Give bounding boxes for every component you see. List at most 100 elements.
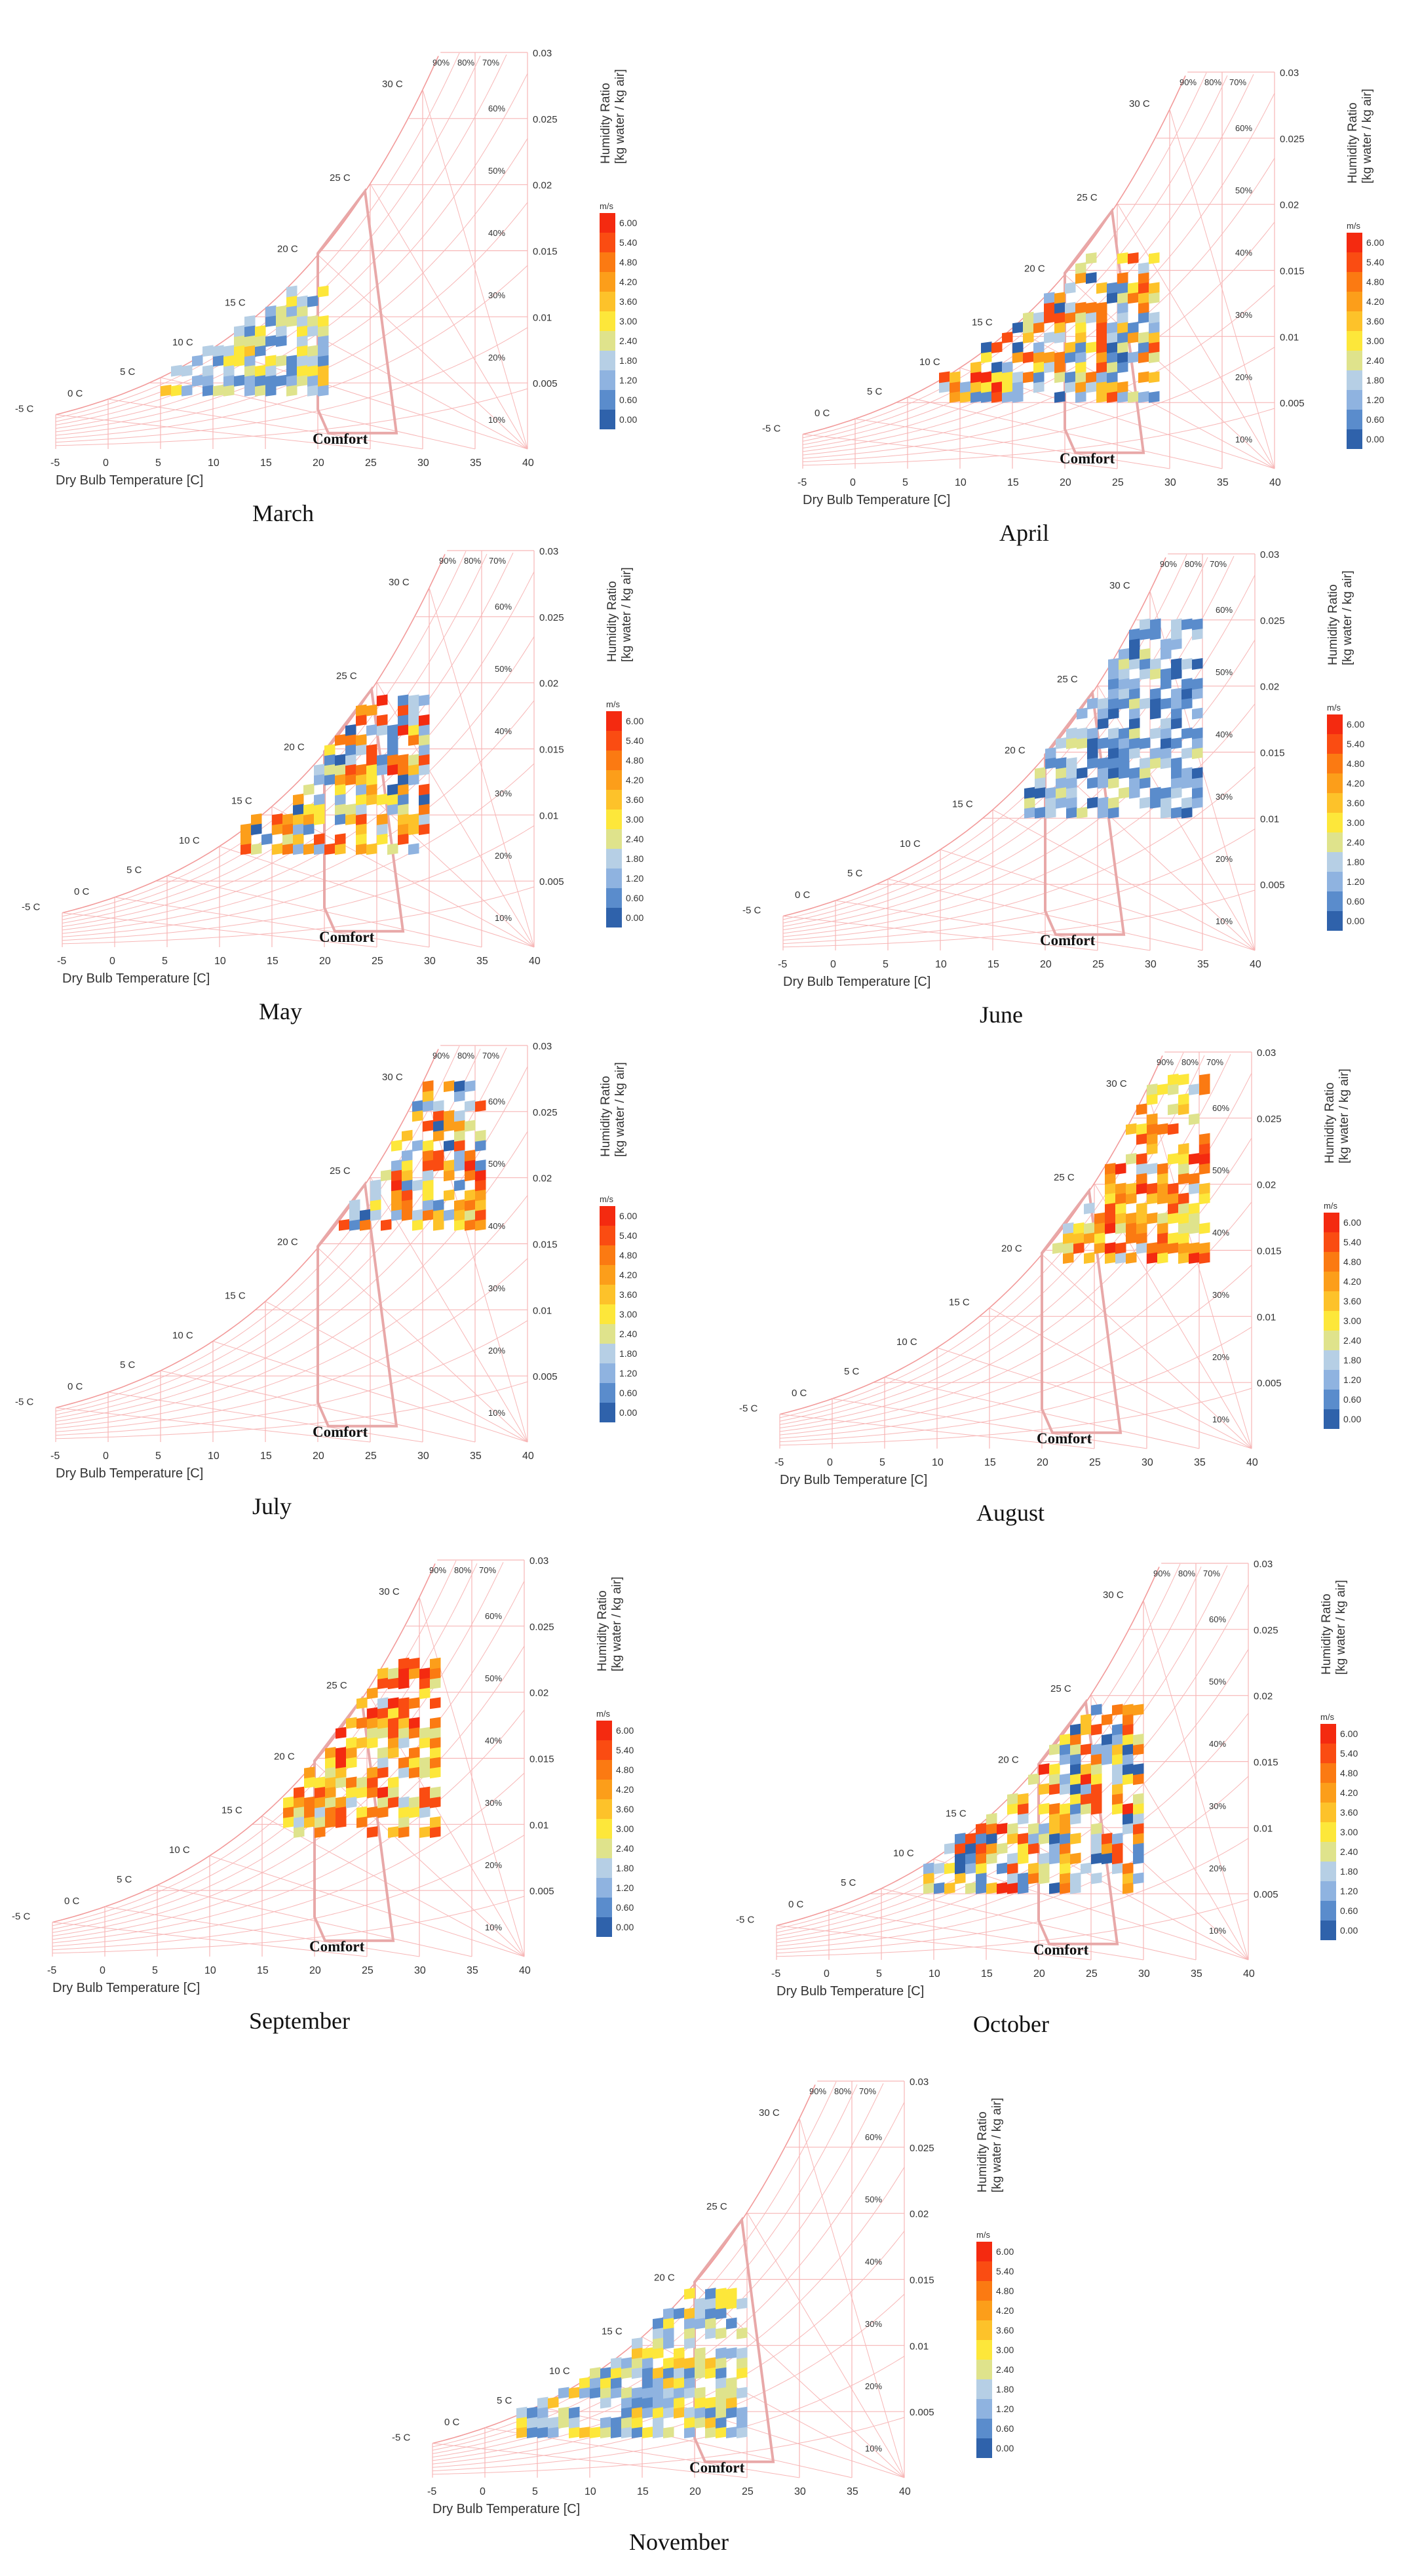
legend-swatch	[596, 1760, 612, 1780]
legend-swatch	[1347, 390, 1362, 410]
wind-speed-cell	[366, 704, 377, 716]
wind-speed-cell	[265, 384, 277, 397]
wind-speed-cell	[388, 1717, 399, 1729]
wind-speed-cell	[1070, 1723, 1081, 1736]
wind-speed-cell	[408, 724, 419, 736]
rh-label: 30%	[1209, 1801, 1226, 1811]
rh-label: 70%	[479, 1565, 496, 1575]
wind-speed-cell	[213, 355, 224, 367]
legend-value: 0.00	[619, 1407, 637, 1418]
wind-speed-cell	[600, 2416, 611, 2429]
chart-panel-october: -5 C0 C5 C10 C15 C20 C25 C30 C90% 80% 70%6…	[736, 1559, 1358, 2037]
wind-speed-cell	[1096, 361, 1107, 374]
wind-speed-cell	[1199, 1133, 1210, 1145]
wet-bulb-label: 20 C	[1005, 745, 1026, 756]
wind-speed-cell	[1150, 707, 1161, 720]
wind-speed-cell	[1133, 1843, 1144, 1855]
wind-speed-cell	[388, 1826, 399, 1838]
wind-speed-cell	[695, 2297, 706, 2310]
wind-speed-cell	[1136, 1103, 1147, 1116]
wind-speed-cell	[1075, 371, 1086, 383]
wind-speed-cell	[465, 1149, 476, 1161]
wind-speed-cell	[1119, 688, 1130, 700]
wind-speed-cell	[402, 1149, 413, 1161]
wind-speed-cell	[356, 773, 367, 786]
wind-speed-cell	[1033, 371, 1045, 383]
wet-bulb-line	[419, 1597, 525, 1957]
wind-speed-legend: m/s6.005.404.804.203.603.002.401.801.200…	[1324, 1201, 1361, 1429]
wind-speed-cell	[1189, 1182, 1200, 1195]
wind-speed-cell	[1081, 1723, 1092, 1736]
wind-speed-cell	[244, 315, 256, 327]
y-axis-label-line1: Humidity Ratio	[605, 581, 619, 662]
wind-speed-cell	[1023, 371, 1034, 383]
wind-speed-cell	[325, 1786, 336, 1799]
y-axis-label-line1: Humidity Ratio	[1320, 1593, 1334, 1675]
legend-value: 5.40	[1366, 257, 1384, 267]
wind-speed-cell	[1081, 1862, 1092, 1875]
wind-speed-cell	[423, 1090, 434, 1103]
rh-label: 30%	[495, 789, 512, 798]
x-tick-label: 40	[1243, 1968, 1255, 1980]
wind-speed-cell	[1147, 1212, 1158, 1224]
wind-speed-cell	[1123, 1753, 1134, 1765]
wind-speed-legend: m/s6.005.404.804.203.603.002.401.801.200…	[1347, 221, 1384, 449]
x-tick-label: 20	[1040, 959, 1052, 970]
wind-speed-cell	[475, 1209, 486, 1221]
wet-bulb-line	[422, 89, 528, 450]
wind-speed-cell	[1112, 1803, 1123, 1815]
wind-speed-cell	[1181, 796, 1193, 809]
legend-swatch	[1324, 1350, 1339, 1370]
wind-speed-cell	[1108, 688, 1119, 700]
wind-speed-cell	[569, 2416, 580, 2429]
wind-speed-cell	[454, 1110, 465, 1122]
wind-speed-cell	[1117, 361, 1128, 374]
legend-swatch	[1324, 1331, 1339, 1350]
wet-bulb-label: 10 C	[172, 1330, 193, 1341]
wind-speed-cell	[454, 1080, 465, 1093]
wind-speed-cell	[430, 1796, 441, 1808]
legend-swatch	[1347, 410, 1362, 429]
wind-speed-cell	[1136, 1182, 1147, 1195]
wet-bulb-label: 15 C	[231, 795, 252, 806]
wind-speed-cell	[423, 1139, 434, 1152]
wind-speed-cell	[398, 823, 409, 836]
y-axis-label-line1: Humidity Ratio	[599, 1076, 613, 1157]
wet-bulb-line	[209, 1855, 525, 1957]
wind-speed-cell	[349, 1219, 360, 1231]
y-axis-label: Humidity Ratio[kg water / kg air]	[1346, 88, 1374, 184]
legend-value: 0.00	[1347, 916, 1364, 926]
month-title: October	[973, 2011, 1049, 2037]
x-tick-label: 35	[847, 2486, 858, 2497]
wind-speed-cell	[1115, 1242, 1126, 1254]
wind-speed-cell	[1060, 1743, 1071, 1755]
y-tick-label: 0.025	[529, 1622, 554, 1633]
wind-speed-cell	[1024, 787, 1035, 799]
rh-label: 90%	[809, 2086, 826, 2096]
wind-speed-cell	[335, 754, 346, 766]
wind-speed-cell	[1161, 697, 1172, 710]
wind-speed-cell	[1098, 717, 1109, 730]
wind-speed-cell	[1133, 1793, 1144, 1805]
wet-bulb-label: 15 C	[225, 1290, 246, 1301]
x-tick-label: 20	[1033, 1968, 1045, 1980]
wind-speed-cell	[1108, 757, 1119, 770]
wind-speed-cell	[1126, 1222, 1137, 1234]
x-tick-label: 5	[155, 458, 161, 469]
y-tick-label: 0.03	[529, 1555, 548, 1567]
legend-swatch	[976, 2438, 992, 2458]
wind-speed-cell	[1112, 1783, 1123, 1795]
wind-speed-cell	[1018, 1833, 1029, 1844]
wind-speed-cell	[391, 1209, 402, 1221]
wind-speed-cell	[304, 1796, 315, 1808]
wet-bulb-label: 5 C	[841, 1877, 856, 1888]
wind-speed-cell	[444, 1080, 455, 1093]
wet-bulb-label: -5 C	[392, 2432, 411, 2444]
wind-speed-cell	[1063, 1232, 1074, 1244]
wind-speed-cell	[356, 744, 367, 756]
y-tick-label: 0.01	[910, 2341, 929, 2352]
legend-value: 4.80	[626, 755, 643, 766]
wind-speed-cell	[283, 1816, 294, 1828]
wind-speed-cell	[527, 2416, 538, 2429]
legend-swatch	[600, 1344, 615, 1363]
